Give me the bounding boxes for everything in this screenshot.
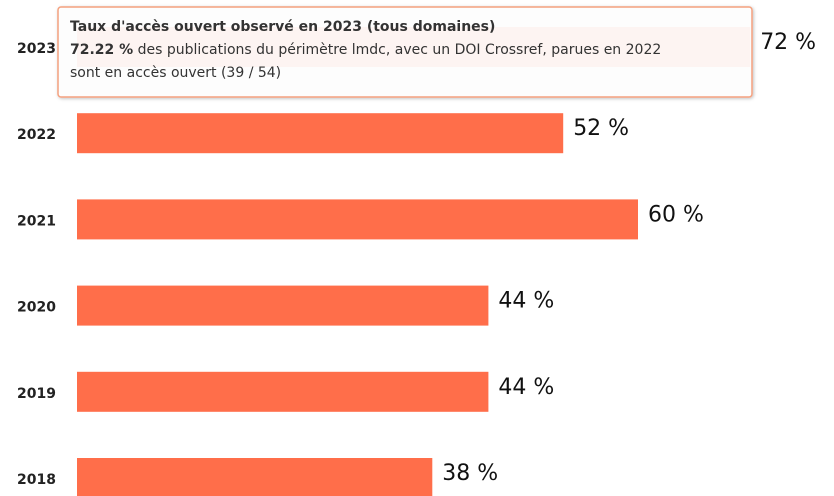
tooltip-value: 72.22 % (70, 42, 133, 58)
value-label: 72 % (760, 30, 816, 55)
bar (77, 458, 433, 496)
bar (77, 113, 564, 154)
value-label: 60 % (648, 202, 704, 227)
value-label: 52 % (573, 116, 629, 141)
tooltip-title: Taux d'accès ouvert observé en 2023 (tou… (70, 19, 495, 35)
bar (77, 371, 489, 412)
y-tick-label: 2020 (17, 300, 56, 316)
y-tick-label: 2023 (17, 41, 56, 57)
tooltip-text: des publications du périmètre lmdc, avec… (138, 42, 662, 58)
value-label: 38 % (442, 461, 498, 486)
y-tick-label: 2021 (17, 213, 56, 229)
tooltip-box (57, 6, 753, 98)
value-label: 44 % (498, 289, 554, 314)
tooltip-line: 72.22 % des publications du périmètre lm… (70, 42, 661, 58)
tooltip-text: sont en accès ouvert (39 / 54) (70, 65, 281, 81)
bar (77, 199, 638, 240)
bar (77, 285, 489, 326)
value-label: 44 % (498, 375, 554, 400)
y-tick-label: 2019 (17, 386, 56, 402)
tooltip: Taux d'accès ouvert observé en 2023 (tou… (57, 6, 753, 98)
y-tick-label: 2018 (17, 472, 56, 488)
y-tick-label: 2022 (17, 127, 56, 143)
